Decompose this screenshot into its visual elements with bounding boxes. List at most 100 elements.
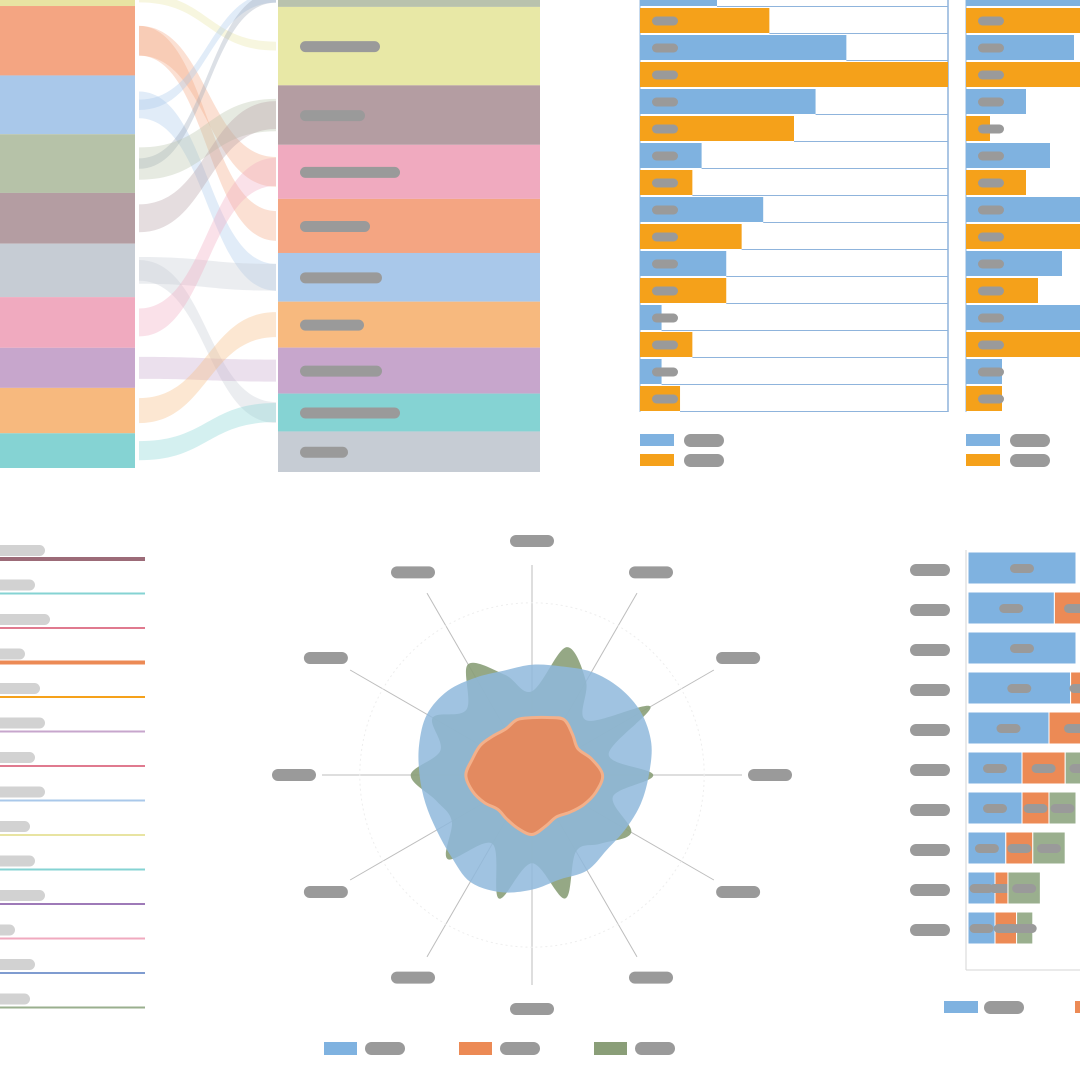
stacked-bar-chart [910, 550, 1080, 1014]
radar-chart [272, 535, 792, 1055]
bar-series-2 [640, 62, 948, 87]
sankey-left-node [0, 347, 135, 388]
sankey-node-label-placeholder [300, 272, 382, 284]
bar-value-label-placeholder [652, 205, 678, 215]
bar-series-1 [640, 359, 662, 384]
bar-value-label-placeholder [652, 286, 678, 296]
line-label-placeholder [0, 924, 15, 936]
legend-swatch-orange [459, 1042, 492, 1055]
bar-value-label-placeholder [652, 178, 678, 188]
sankey-node-label-placeholder [300, 407, 400, 419]
line-label-placeholder [0, 821, 30, 832]
segment-label-placeholder [983, 804, 1007, 813]
legend-swatch-series-1 [944, 1001, 978, 1013]
bar-series-1 [640, 305, 662, 330]
legend-swatch-series-1 [966, 434, 1000, 446]
sankey-left-node [0, 75, 135, 135]
sankey-left-node [0, 134, 135, 193]
sankey-node-label-placeholder [300, 365, 382, 377]
line-label-placeholder [0, 717, 45, 729]
radar-axis-label-placeholder [510, 535, 554, 547]
segment-label-placeholder [1050, 804, 1075, 813]
legend-label-placeholder [684, 454, 724, 467]
radar-axis-label-placeholder [716, 652, 761, 664]
segment-label-placeholder [1007, 684, 1032, 693]
sankey-node-label-placeholder [300, 41, 380, 53]
bar-value-label-placeholder [978, 259, 1004, 269]
radar-axis-label-placeholder [303, 886, 348, 898]
bar-value-label-placeholder [978, 124, 1004, 134]
segment-label-placeholder [1023, 804, 1048, 813]
radar-axis-label-placeholder [748, 769, 792, 781]
category-label-placeholder [910, 724, 950, 736]
sankey-node-label-placeholder [300, 319, 364, 331]
segment-label-placeholder [1007, 844, 1032, 853]
category-label-placeholder [910, 804, 950, 816]
sankey-link [139, 25, 276, 241]
sankey-node-label-placeholder [300, 110, 365, 122]
radar-axis-label-placeholder [391, 566, 435, 579]
sankey-link [139, 101, 276, 233]
segment-label-placeholder [1069, 684, 1080, 693]
legend-swatch-series-2 [640, 454, 674, 466]
segment-label-placeholder [969, 924, 994, 933]
segment-label-placeholder [974, 844, 999, 853]
segment-label-placeholder [1069, 764, 1080, 773]
sankey-link [139, 0, 276, 169]
legend-swatch-series-2 [966, 454, 1000, 466]
sankey-link [139, 259, 276, 423]
segment-label-placeholder [1037, 844, 1061, 853]
line-label-placeholder [0, 683, 40, 694]
bar-series-1 [640, 0, 717, 6]
line-label-placeholder [0, 545, 45, 556]
bar-value-label-placeholder [652, 367, 678, 377]
sankey-link [139, 25, 276, 187]
bar-value-label-placeholder [978, 97, 1004, 107]
line-label-placeholder [0, 890, 45, 901]
legend-swatch-series-1 [640, 434, 674, 446]
segment-label-placeholder [1010, 564, 1034, 573]
segment-label-placeholder [1012, 884, 1037, 893]
segment-label-placeholder [1010, 644, 1034, 653]
segment-label-placeholder [1012, 924, 1037, 933]
segment-label-placeholder [996, 724, 1021, 733]
sankey-left-node [0, 243, 135, 298]
bar-value-label-placeholder [978, 43, 1004, 53]
sankey-left-node [0, 192, 135, 244]
legend-label-placeholder [365, 1042, 405, 1055]
sankey-node-label-placeholder [300, 220, 370, 232]
sankey-left-node [0, 0, 135, 7]
bar-chart-a [639, 0, 949, 467]
bar-value-label-placeholder [652, 151, 678, 161]
category-label-placeholder [910, 564, 950, 576]
segment-label-placeholder [993, 924, 1018, 933]
category-label-placeholder [910, 684, 950, 696]
bar-series-1 [966, 0, 1080, 6]
radar-grid-ring [359, 602, 705, 948]
bar-value-label-placeholder [652, 340, 678, 350]
sankey-node-label-placeholder [300, 446, 348, 458]
bar-value-label-placeholder [652, 232, 678, 242]
line-label-placeholder [0, 614, 50, 625]
bar-chart-b [965, 0, 1080, 467]
line-label-placeholder [0, 786, 45, 798]
sankey-left-node [0, 6, 135, 76]
bar-value-label-placeholder [652, 313, 678, 323]
radar-axis-label-placeholder [391, 971, 435, 984]
bar-value-label-placeholder [978, 232, 1004, 242]
sankey-link [139, 91, 276, 291]
sankey-left-node [0, 433, 135, 468]
sankey-link [139, 98, 276, 180]
legend-label-placeholder [1010, 434, 1050, 447]
line-label-placeholder [0, 648, 25, 660]
category-label-placeholder [910, 844, 950, 856]
bar-value-label-placeholder [978, 286, 1004, 296]
sankey-right-node [278, 0, 540, 7]
bar-value-label-placeholder [978, 16, 1004, 26]
sankey-chart [0, 0, 540, 472]
category-label-placeholder [910, 884, 950, 896]
segment-label-placeholder [1064, 724, 1080, 733]
radar-axis-label-placeholder [272, 769, 316, 781]
sankey-node-label-placeholder [300, 166, 400, 178]
